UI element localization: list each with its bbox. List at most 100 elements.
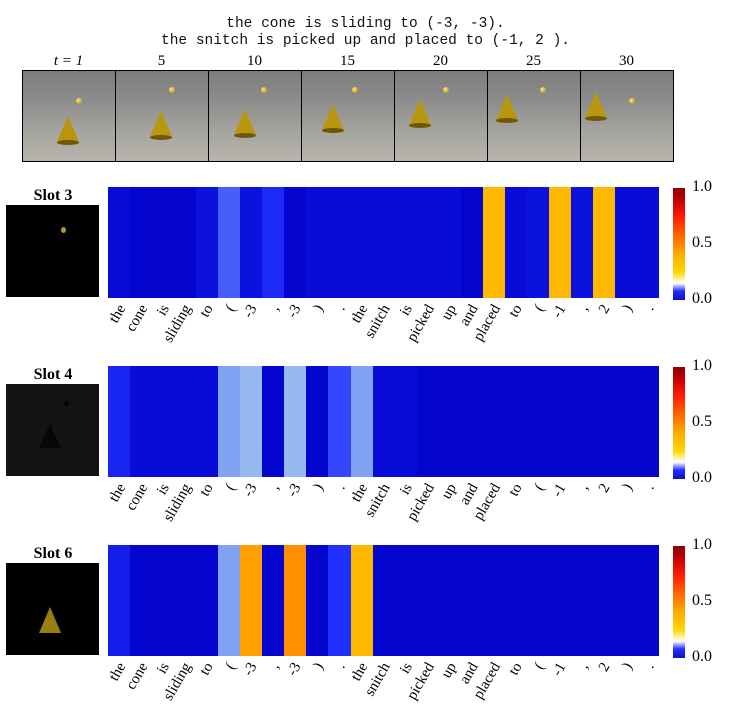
heatmap-cell <box>482 187 505 298</box>
token-label: . <box>641 660 658 672</box>
heatmap-cell <box>350 545 373 656</box>
cone-mask-shape <box>39 607 61 633</box>
cone-object <box>496 94 518 123</box>
token-label: to <box>505 660 526 679</box>
token-label: is <box>396 481 416 498</box>
heatmap-cell <box>372 187 395 298</box>
video-frame <box>23 71 116 161</box>
heatmap-cell <box>438 187 461 298</box>
heatmap-cell <box>482 366 505 477</box>
token-label: . <box>333 481 350 493</box>
token-label: to <box>197 481 217 500</box>
video-frame-strip <box>22 70 674 162</box>
heatmap-cell <box>108 545 131 656</box>
colorbar <box>673 367 685 479</box>
cone-object <box>322 104 344 133</box>
attention-heatmap <box>108 366 660 477</box>
colorbar-tick: 0.5 <box>692 592 712 609</box>
token-label: , <box>267 481 283 493</box>
token-label: ) <box>619 660 636 673</box>
frame-time-label: 15 <box>340 53 355 69</box>
heatmap-cell <box>240 187 263 298</box>
snitch-object <box>169 87 175 93</box>
heatmap-cell <box>416 545 439 656</box>
token-label: -3 <box>284 660 305 679</box>
heatmap-cell <box>130 545 153 656</box>
slot-mask-image <box>6 205 99 297</box>
heatmap-cell <box>196 545 219 656</box>
snitch-object <box>261 87 267 93</box>
token-label: is <box>396 660 416 677</box>
heatmap-cell <box>108 187 131 298</box>
heatmap-cell <box>196 187 219 298</box>
heatmap-cell <box>284 545 307 656</box>
token-label: -1 <box>549 481 570 500</box>
heatmap-cell <box>218 545 241 656</box>
token-label: ( <box>222 302 240 315</box>
colorbar-tick: 0.5 <box>692 234 712 251</box>
heatmap-cell <box>615 366 638 477</box>
frame-time-label: 20 <box>433 53 448 69</box>
heatmap-cell <box>548 187 571 298</box>
video-frame <box>395 71 488 161</box>
token-label: , <box>267 302 283 314</box>
cone-shadow-shape <box>39 424 61 448</box>
heatmap-cell <box>416 187 439 298</box>
cone-object <box>150 111 172 140</box>
token-label: ( <box>531 302 548 315</box>
attention-heatmap <box>108 187 660 298</box>
token-label: ) <box>310 481 328 494</box>
cone-object <box>585 92 607 121</box>
frame-time-label: t = 1 <box>53 53 84 69</box>
heatmap-cell <box>593 545 616 656</box>
cone-object <box>409 99 431 128</box>
token-label: ) <box>310 660 328 673</box>
heatmap-cell <box>240 366 263 477</box>
caption-line-2: the snitch is picked up and placed to (-… <box>161 33 570 49</box>
heatmap-cell <box>306 545 329 656</box>
colorbar-tick: 0.0 <box>692 290 712 307</box>
token-label: -3 <box>240 481 261 500</box>
slot-mask-image <box>6 563 99 655</box>
heatmap-cell <box>350 366 373 477</box>
heatmap-cell <box>482 545 505 656</box>
heatmap-cell <box>174 545 197 656</box>
heatmap-cell <box>174 187 197 298</box>
heatmap-cell <box>593 187 616 298</box>
token-label: ( <box>531 481 548 494</box>
token-label: -3 <box>284 302 305 321</box>
frame-time-label: 25 <box>526 53 541 69</box>
heatmap-cell <box>394 187 417 298</box>
heatmap-cell <box>372 545 395 656</box>
snitch-shadow-dot <box>64 401 69 406</box>
snitch-object <box>540 87 546 93</box>
heatmap-cell <box>240 545 263 656</box>
heatmap-cell <box>284 366 307 477</box>
heatmap-cell <box>460 187 483 298</box>
heatmap-cell <box>615 545 638 656</box>
heatmap-cell <box>416 366 439 477</box>
token-label: to <box>197 302 217 321</box>
token-label: ( <box>531 660 548 673</box>
token-label: is <box>154 302 174 319</box>
heatmap-cell <box>130 366 153 477</box>
cone-object <box>234 109 256 138</box>
token-label: -3 <box>284 481 305 500</box>
heatmap-cell <box>262 187 285 298</box>
token-label: ( <box>222 481 240 494</box>
heatmap-cell <box>350 187 373 298</box>
heatmap-cell <box>394 545 417 656</box>
token-label: is <box>396 302 416 319</box>
heatmap-cell <box>328 366 351 477</box>
token-label: to <box>505 302 526 321</box>
token-label: . <box>641 481 658 493</box>
snitch-object <box>443 87 449 93</box>
heatmap-cell <box>130 187 153 298</box>
heatmap-cell <box>637 366 660 477</box>
token-label: is <box>154 660 174 677</box>
colorbar-tick: 1.0 <box>692 536 712 553</box>
colorbar-tick: 0.0 <box>692 469 712 486</box>
token-label: ) <box>310 302 328 315</box>
colorbar <box>673 546 685 658</box>
heatmap-cell <box>218 366 241 477</box>
